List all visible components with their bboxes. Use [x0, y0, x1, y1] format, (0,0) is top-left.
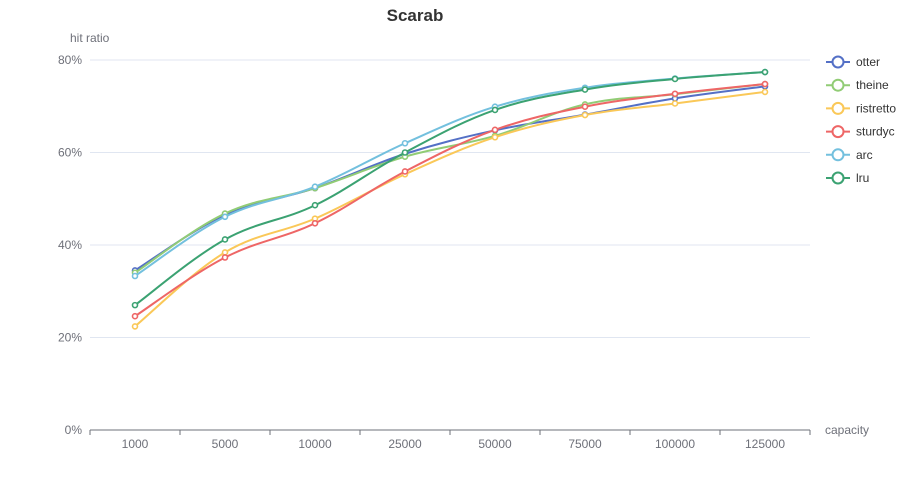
- x-tick-label: 125000: [745, 437, 785, 451]
- y-tick-label: 60%: [58, 146, 82, 160]
- data-point-arc: [131, 272, 139, 280]
- legend-label-ristretto: ristretto: [856, 101, 896, 115]
- series-group: [131, 68, 769, 330]
- x-tick-label: 5000: [212, 437, 239, 451]
- x-tick-label: 10000: [298, 437, 332, 451]
- chart-title: Scarab: [387, 6, 444, 25]
- x-tick-label: 25000: [388, 437, 422, 451]
- data-point-arc: [401, 139, 409, 147]
- legend-label-theine: theine: [856, 78, 889, 92]
- data-point-lru: [761, 68, 769, 76]
- data-point-arc: [221, 213, 229, 221]
- legend-marker-ristretto: [831, 101, 845, 115]
- x-axis-label: capacity: [825, 423, 869, 437]
- legend-label-sturdyc: sturdyc: [856, 125, 895, 139]
- data-point-lru: [671, 75, 679, 83]
- x-tick-label: 50000: [478, 437, 512, 451]
- legend-marker-arc: [831, 148, 845, 162]
- series-line-lru: [134, 71, 766, 306]
- data-point-sturdyc: [491, 126, 499, 134]
- legend-label-otter: otter: [856, 55, 880, 69]
- x-tick-label: 100000: [655, 437, 695, 451]
- data-point-arc: [311, 183, 319, 191]
- gridlines: [90, 59, 810, 338]
- axes: 0% 20% 40% 60% 80% 1000 5000 10000 25000 50000 750…: [58, 53, 811, 451]
- data-point-sturdyc: [581, 103, 589, 111]
- data-point-sturdyc: [131, 312, 139, 320]
- data-point-ristretto: [491, 133, 499, 141]
- data-point-sturdyc: [761, 80, 769, 88]
- legend-label-arc: arc: [856, 148, 873, 162]
- y-tick-label: 40%: [58, 238, 82, 252]
- data-point-ristretto: [581, 111, 589, 119]
- y-tick-label: 80%: [58, 53, 82, 67]
- y-tick-label: 0%: [65, 423, 83, 437]
- data-point-lru: [581, 86, 589, 93]
- legend-marker-lru: [831, 171, 845, 185]
- data-point-sturdyc: [671, 90, 679, 98]
- data-point-lru: [401, 149, 409, 156]
- data-point-ristretto: [131, 323, 139, 330]
- x-tick-label: 75000: [568, 437, 602, 451]
- data-point-ristretto: [221, 249, 229, 256]
- series-line-otter: [134, 85, 766, 272]
- x-tick-label: 1000: [122, 437, 149, 451]
- data-point-ristretto: [671, 100, 679, 107]
- data-point-sturdyc: [221, 254, 229, 261]
- legend-marker-otter: [831, 55, 845, 69]
- data-point-lru: [491, 106, 499, 114]
- legend: otter theine ristretto sturdyc arc lru: [826, 55, 896, 185]
- data-point-lru: [221, 236, 229, 243]
- data-point-sturdyc: [401, 168, 409, 175]
- legend-marker-theine: [831, 78, 845, 92]
- data-point-lru: [311, 201, 319, 209]
- legend-label-lru: lru: [856, 171, 869, 185]
- series-line-sturdyc: [134, 83, 766, 318]
- y-tick-label: 20%: [58, 331, 82, 345]
- legend-marker-sturdyc: [831, 125, 845, 139]
- data-point-lru: [131, 301, 139, 309]
- series-line-ristretto: [134, 90, 766, 328]
- series-line-theine: [134, 83, 766, 274]
- data-point-sturdyc: [311, 219, 319, 227]
- y-axis-label: hit ratio: [70, 31, 110, 45]
- data-point-ristretto: [761, 88, 769, 96]
